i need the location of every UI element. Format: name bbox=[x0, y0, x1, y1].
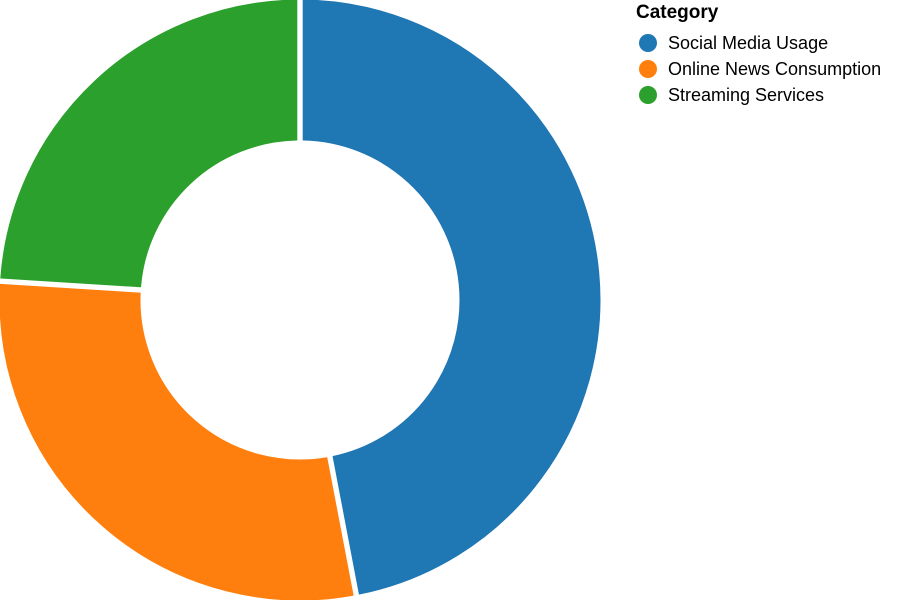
slices-group bbox=[0, 0, 601, 600]
legend-label-social-media-usage: Social Media Usage bbox=[668, 33, 828, 53]
legend-label-online-news-consumption: Online News Consumption bbox=[668, 59, 881, 79]
legend: Category Social Media Usage Online News C… bbox=[636, 2, 881, 105]
slice-online-news-consumption[interactable] bbox=[0, 283, 354, 600]
legend-swatch-social-media-usage bbox=[639, 34, 657, 52]
legend-label-streaming-services: Streaming Services bbox=[668, 85, 824, 105]
legend-swatch-streaming-services bbox=[639, 86, 657, 104]
legend-items: Social Media Usage Online News Consumptio… bbox=[639, 33, 881, 105]
legend-swatch-online-news-consumption bbox=[639, 60, 657, 78]
slice-social-media-usage[interactable] bbox=[302, 0, 601, 595]
slice-streaming-services[interactable] bbox=[0, 0, 298, 288]
legend-title: Category bbox=[636, 2, 719, 23]
